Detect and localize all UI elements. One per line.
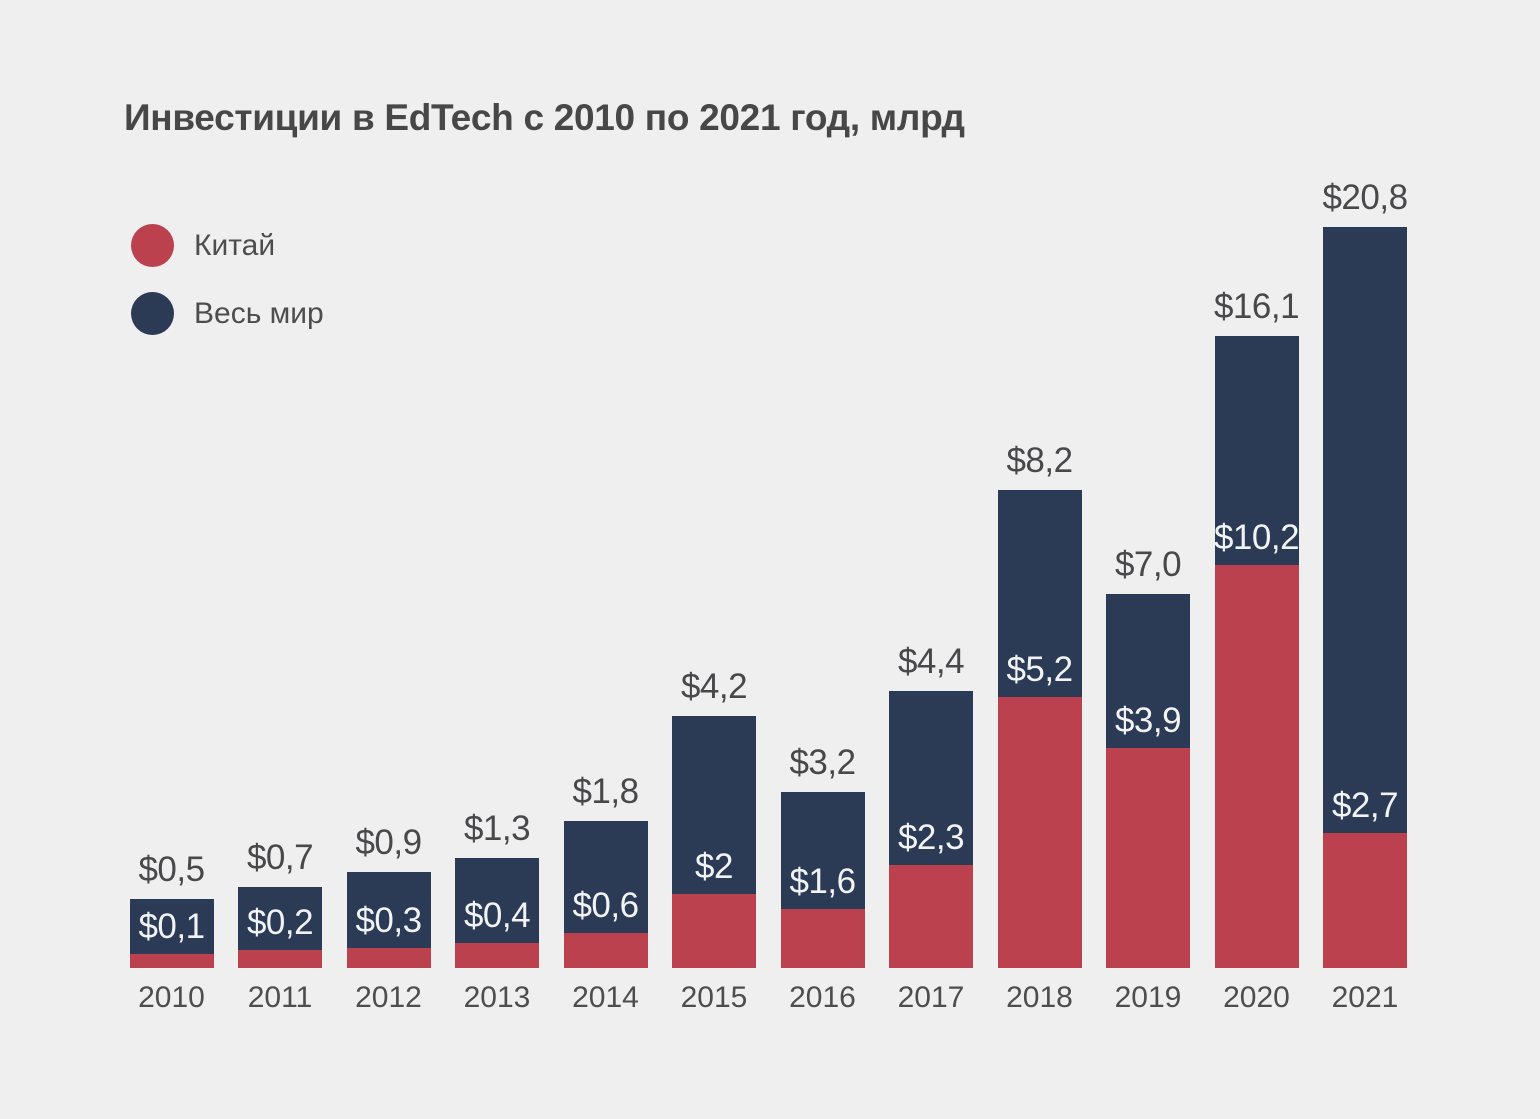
total-value-label: $0,9 xyxy=(355,823,422,862)
china-value-label: $5,2 xyxy=(1006,650,1073,689)
bar-segment-china xyxy=(1106,748,1190,968)
bar-segment-china xyxy=(346,948,431,968)
legend-swatch-china-icon xyxy=(131,224,174,267)
total-value-label: $1,8 xyxy=(572,772,639,811)
year-axis-label: 2020 xyxy=(1223,981,1290,1014)
total-value-label: $8,2 xyxy=(1006,441,1073,480)
bar-segment-china xyxy=(129,954,214,968)
legend-label-world: Весь мир xyxy=(194,296,324,330)
year-axis-label: 2012 xyxy=(355,981,422,1014)
year-axis-label: 2013 xyxy=(463,981,531,1014)
year-axis-label: 2015 xyxy=(680,981,748,1014)
legend-item-china: Китай xyxy=(131,224,324,267)
bar-segment-china xyxy=(889,865,973,968)
bar-segment-china xyxy=(780,909,865,968)
chart-title: Инвестиции в EdTech с 2010 по 2021 год, … xyxy=(124,97,965,138)
china-value-label: $2 xyxy=(695,847,733,886)
china-value-label: $2,7 xyxy=(1331,786,1399,825)
total-value-label: $0,7 xyxy=(246,838,314,877)
year-axis-label: 2010 xyxy=(138,981,205,1014)
bar-segment-china xyxy=(1323,833,1407,968)
total-value-label: $4,2 xyxy=(680,667,748,706)
total-value-label: $7,0 xyxy=(1114,545,1182,584)
china-value-label: $0,6 xyxy=(572,886,639,925)
china-value-label: $3,9 xyxy=(1114,701,1182,740)
china-value-label: $10,2 xyxy=(1213,518,1300,557)
total-value-label: $16,1 xyxy=(1213,287,1300,326)
year-axis-label: 2018 xyxy=(1006,981,1073,1014)
total-value-label: $1,3 xyxy=(463,809,531,848)
china-value-label: $1,6 xyxy=(789,862,856,901)
bar-segment-china xyxy=(672,894,756,968)
year-axis-label: 2016 xyxy=(789,981,856,1014)
year-axis-label: 2017 xyxy=(897,981,965,1014)
bar-segment-china xyxy=(1214,565,1299,968)
legend-label-china: Китай xyxy=(194,228,276,262)
bar-segment-china xyxy=(238,950,322,968)
year-axis-label: 2021 xyxy=(1331,981,1399,1014)
china-value-label: $0,1 xyxy=(138,907,205,946)
legend: Китай Весь мир xyxy=(131,224,324,360)
bar-segment-china xyxy=(997,697,1082,968)
total-value-label: $20,8 xyxy=(1322,178,1408,217)
year-axis-label: 2011 xyxy=(247,981,313,1014)
year-axis-label: 2019 xyxy=(1114,981,1182,1014)
china-value-label: $0,3 xyxy=(355,901,422,940)
china-value-label: $0,2 xyxy=(246,903,314,942)
total-value-label: $4,4 xyxy=(897,642,965,681)
total-value-label: $3,2 xyxy=(789,743,856,782)
legend-swatch-world-icon xyxy=(131,292,174,335)
china-value-label: $2,3 xyxy=(897,818,965,857)
china-value-label: $0,4 xyxy=(463,896,531,935)
total-value-label: $0,5 xyxy=(138,850,205,889)
legend-item-world: Весь мир xyxy=(131,292,324,335)
year-axis-label: 2014 xyxy=(572,981,639,1014)
bar-segment-china xyxy=(563,933,648,968)
bar-segment-china xyxy=(455,943,539,968)
